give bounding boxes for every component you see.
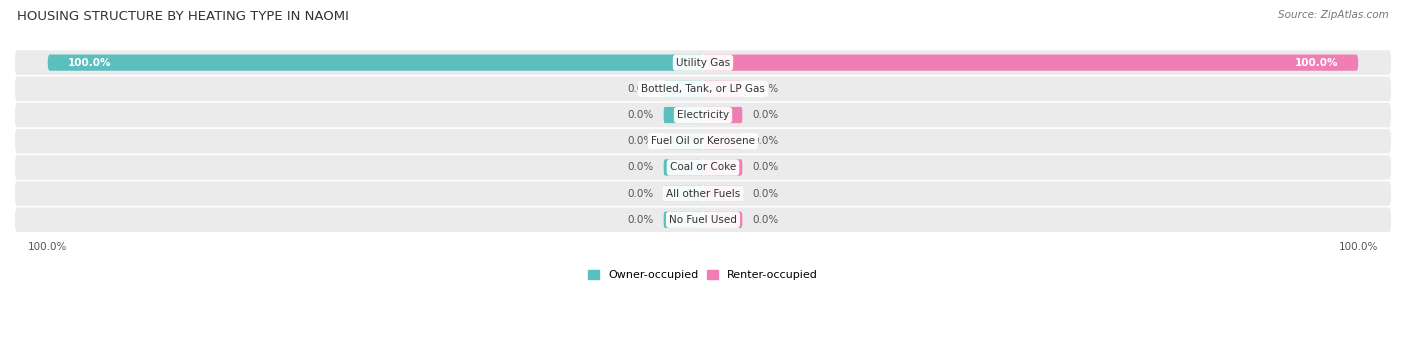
FancyBboxPatch shape [48, 54, 703, 71]
FancyBboxPatch shape [15, 76, 1391, 101]
Text: 0.0%: 0.0% [627, 189, 654, 199]
FancyBboxPatch shape [664, 133, 703, 149]
Text: 0.0%: 0.0% [752, 215, 779, 225]
Text: 0.0%: 0.0% [627, 84, 654, 94]
FancyBboxPatch shape [15, 181, 1391, 206]
FancyBboxPatch shape [703, 107, 742, 123]
Text: 0.0%: 0.0% [752, 136, 779, 146]
Text: All other Fuels: All other Fuels [666, 189, 740, 199]
FancyBboxPatch shape [15, 129, 1391, 154]
Text: 0.0%: 0.0% [752, 84, 779, 94]
Text: Electricity: Electricity [676, 110, 730, 120]
Text: 100.0%: 100.0% [67, 57, 111, 68]
FancyBboxPatch shape [703, 186, 742, 202]
Text: Fuel Oil or Kerosene: Fuel Oil or Kerosene [651, 136, 755, 146]
Text: Utility Gas: Utility Gas [676, 57, 730, 68]
Text: 0.0%: 0.0% [752, 189, 779, 199]
FancyBboxPatch shape [664, 212, 703, 228]
FancyBboxPatch shape [15, 50, 1391, 75]
FancyBboxPatch shape [703, 81, 742, 97]
Text: Source: ZipAtlas.com: Source: ZipAtlas.com [1278, 10, 1389, 20]
FancyBboxPatch shape [703, 212, 742, 228]
FancyBboxPatch shape [703, 159, 742, 175]
FancyBboxPatch shape [664, 81, 703, 97]
Text: 0.0%: 0.0% [752, 163, 779, 172]
Text: HOUSING STRUCTURE BY HEATING TYPE IN NAOMI: HOUSING STRUCTURE BY HEATING TYPE IN NAO… [17, 10, 349, 23]
Text: 0.0%: 0.0% [627, 136, 654, 146]
Text: Bottled, Tank, or LP Gas: Bottled, Tank, or LP Gas [641, 84, 765, 94]
Text: 100.0%: 100.0% [1295, 57, 1339, 68]
Text: 0.0%: 0.0% [627, 215, 654, 225]
Text: 0.0%: 0.0% [752, 110, 779, 120]
FancyBboxPatch shape [664, 186, 703, 202]
FancyBboxPatch shape [15, 155, 1391, 180]
Text: No Fuel Used: No Fuel Used [669, 215, 737, 225]
FancyBboxPatch shape [664, 107, 703, 123]
FancyBboxPatch shape [15, 207, 1391, 232]
FancyBboxPatch shape [703, 133, 742, 149]
Text: Coal or Coke: Coal or Coke [669, 163, 737, 172]
FancyBboxPatch shape [15, 103, 1391, 128]
Legend: Owner-occupied, Renter-occupied: Owner-occupied, Renter-occupied [583, 266, 823, 285]
FancyBboxPatch shape [703, 54, 1358, 71]
Text: 0.0%: 0.0% [627, 110, 654, 120]
Text: 0.0%: 0.0% [627, 163, 654, 172]
FancyBboxPatch shape [664, 159, 703, 175]
